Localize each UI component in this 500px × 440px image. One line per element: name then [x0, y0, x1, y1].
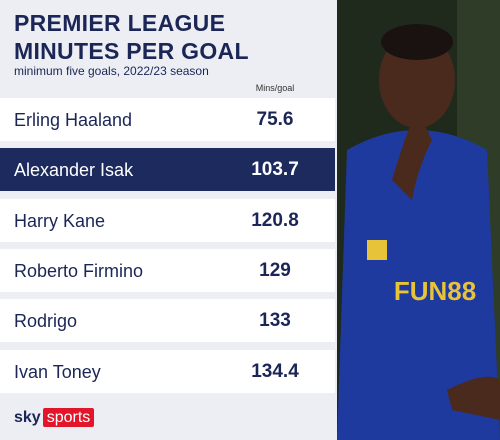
table-row: Rodrigo 133	[0, 299, 335, 343]
minutes-per-goal: 120.8	[251, 209, 299, 231]
table-row: Harry Kane 120.8	[0, 198, 335, 242]
shirt-sponsor: FUN88	[394, 276, 476, 306]
logo: sky sports	[14, 408, 95, 427]
title: PREMIER LEAGUE	[14, 10, 226, 36]
table-row: Alexander Isak 103.7	[0, 148, 335, 192]
player-name: Rodrigo	[14, 311, 78, 332]
minutes-per-goal: 129	[259, 259, 291, 281]
table-row: Ivan Toney 134.4	[0, 349, 335, 393]
brand: sky	[14, 409, 41, 426]
brand-sub: sports	[42, 408, 95, 427]
player-photo: FUN88	[337, 0, 500, 440]
table-row: Erling Haaland 75.6	[0, 98, 335, 141]
table-row: Roberto Firmino 129	[0, 248, 335, 292]
player-name: Alexander Isak	[14, 160, 134, 181]
minutes-per-goal: 75.6	[256, 109, 294, 130]
subtitle: minimum five goals, 2022/23 season	[14, 64, 209, 78]
minutes-per-goal: 103.7	[251, 159, 299, 181]
column-header: Mins/goal	[255, 83, 295, 93]
player-name: Roberto Firmino	[14, 260, 144, 281]
player-name: Ivan Toney	[14, 361, 101, 382]
title: MINUTES PER GOAL	[14, 38, 249, 64]
player-name: Erling Haaland	[14, 110, 133, 130]
minutes-per-goal: 134.4	[251, 360, 299, 382]
minutes-per-goal: 133	[259, 310, 291, 332]
player-name: Harry Kane	[14, 210, 106, 231]
